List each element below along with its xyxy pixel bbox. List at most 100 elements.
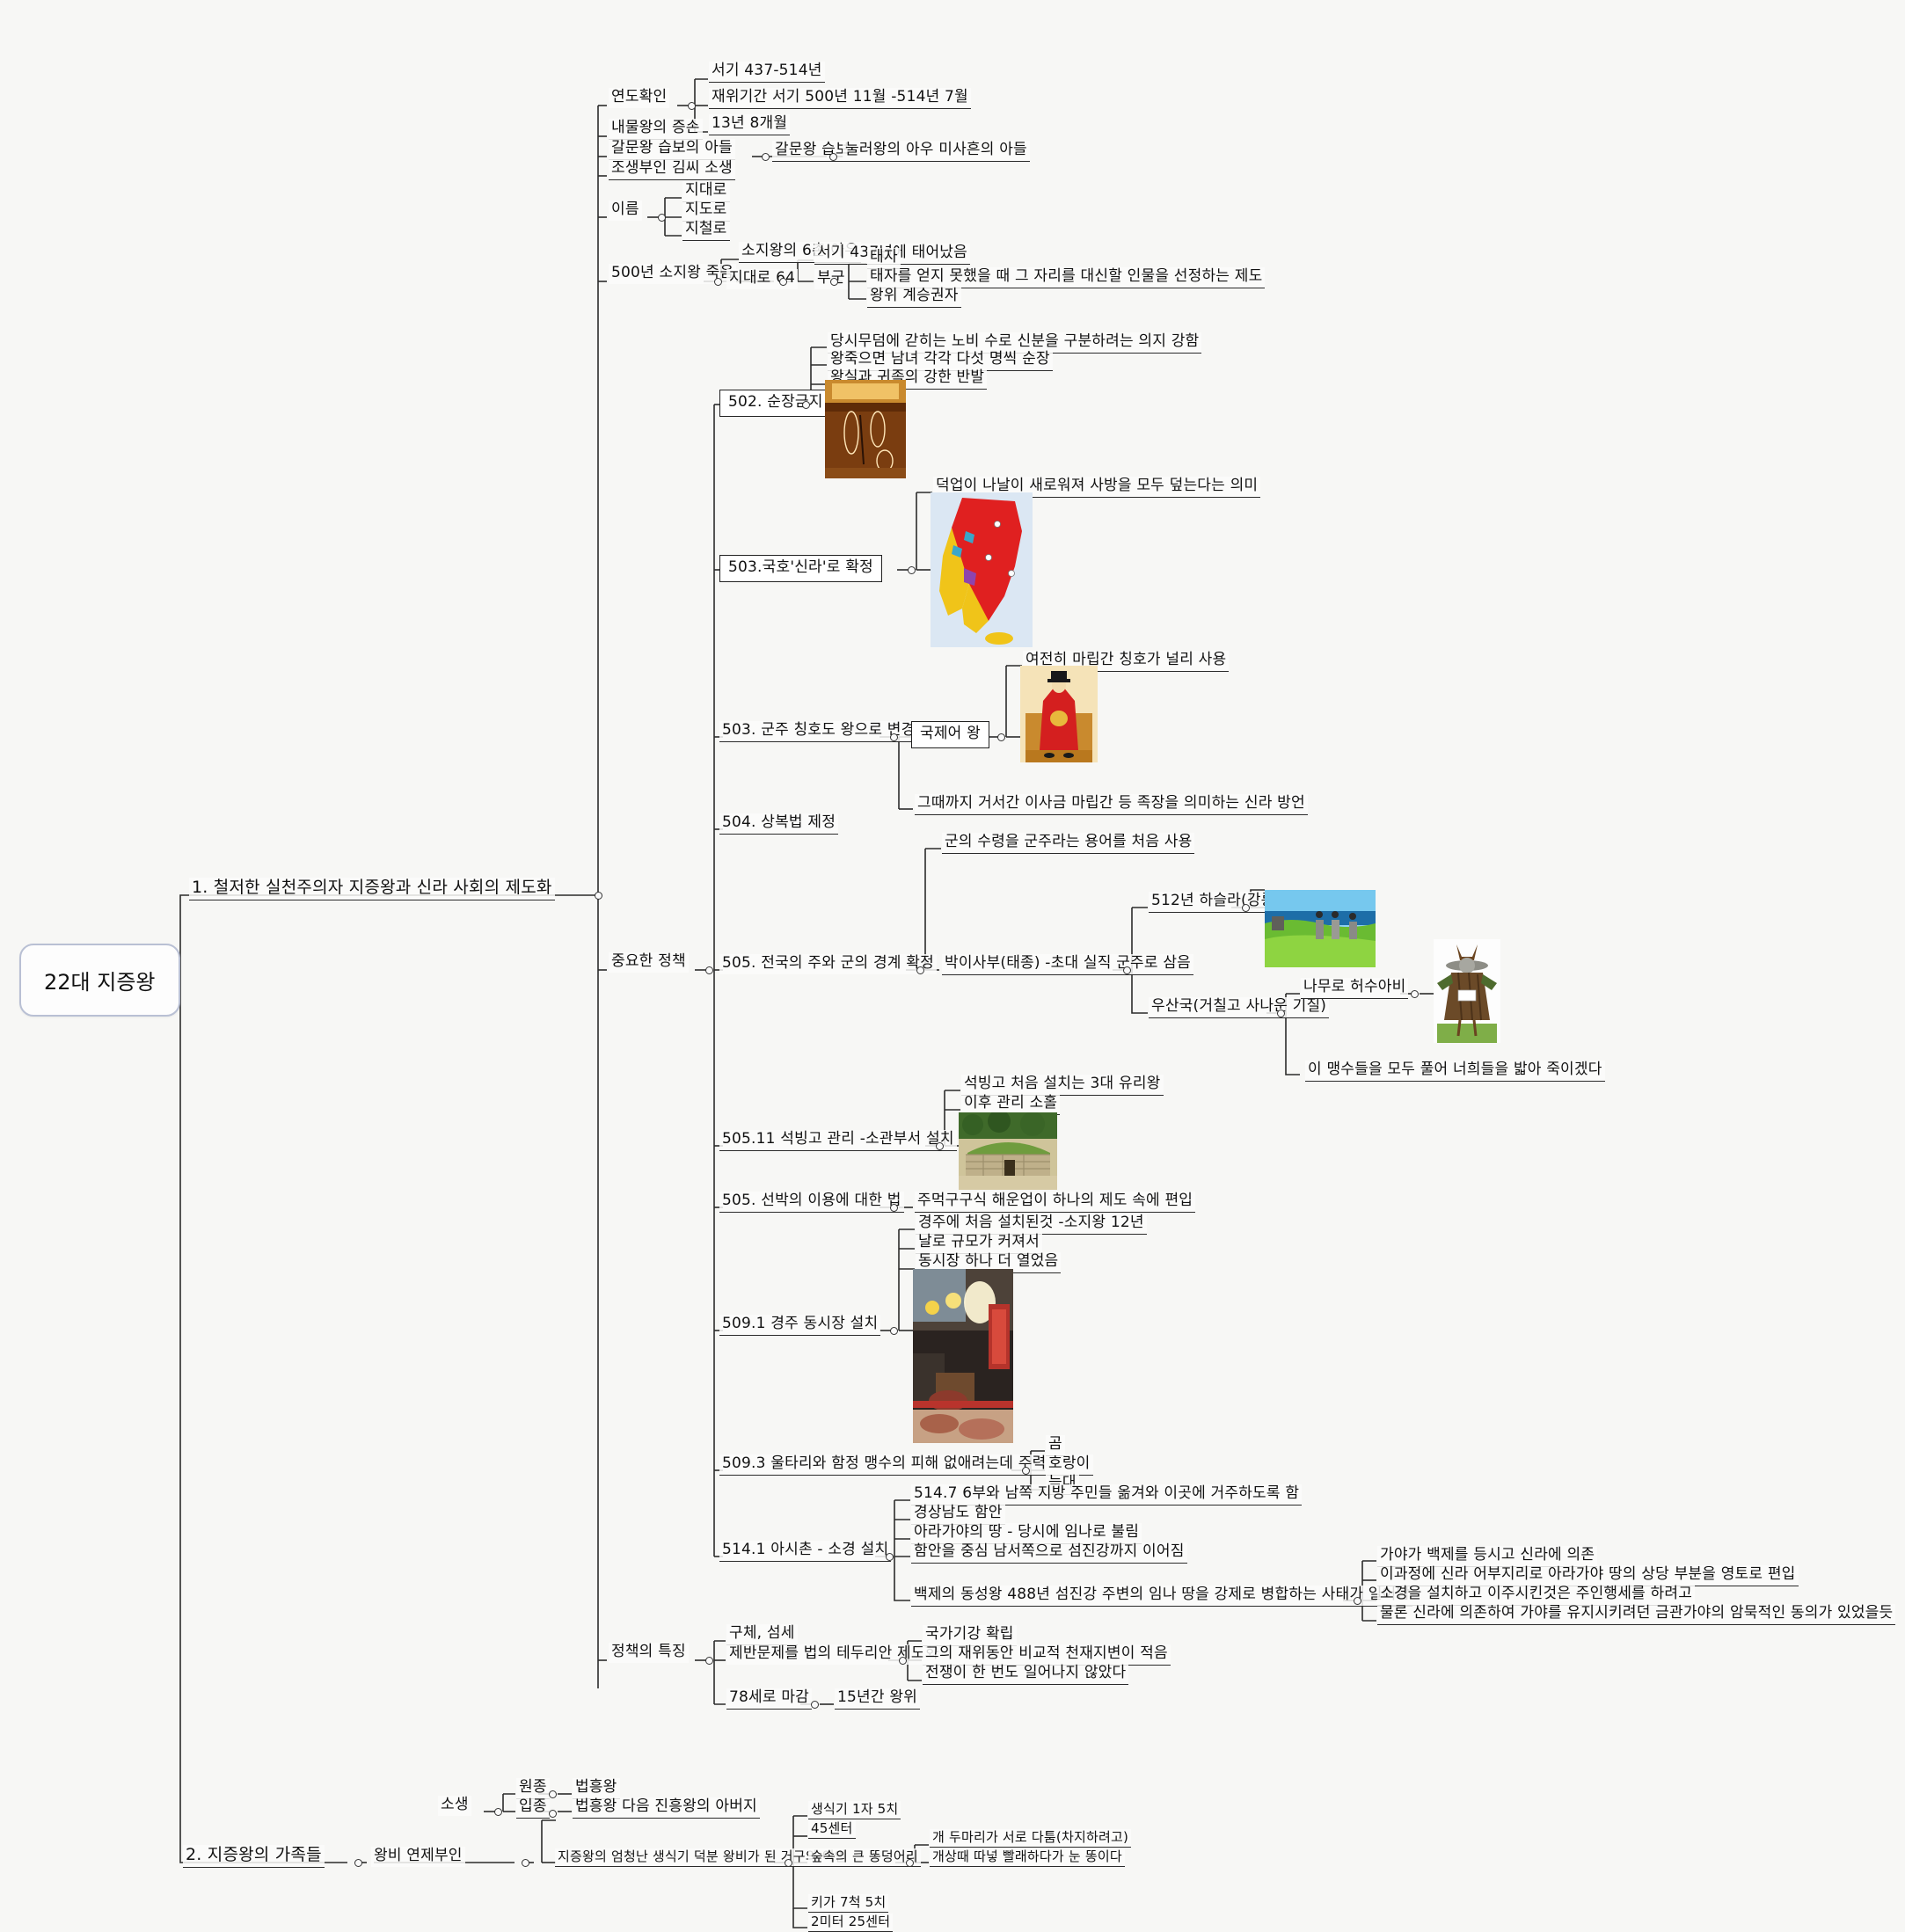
queen-detail-2-dot bbox=[906, 1859, 914, 1867]
node-queen[interactable]: 왕비 연제부인 bbox=[371, 1847, 465, 1867]
node-queen-story[interactable]: 지증왕의 엄청난 생식기 덕분 왕비가 된 거구의 여인 bbox=[555, 1848, 850, 1868]
node-beast-1[interactable]: 호랑이 bbox=[1046, 1454, 1093, 1476]
node-queen-detail-3[interactable]: 키가 7척 5치 bbox=[808, 1894, 889, 1914]
node-year-check[interactable]: 연도확인 bbox=[609, 88, 670, 108]
bugun-dot bbox=[830, 278, 838, 286]
node-gyeongju-market[interactable]: 509.1 경주 동시장 설치 bbox=[719, 1315, 881, 1336]
trait-sub-dot bbox=[899, 1657, 907, 1665]
node-gaya-note-2[interactable]: 소경을 설치하고 이주시킨것은 주인행세를 하려고 bbox=[1377, 1585, 1696, 1606]
node-lineage-1[interactable]: 갈문왕 습보의 아들 bbox=[609, 139, 735, 160]
node-isabu[interactable]: 박이사부(태종) -초대 실직 군주로 삼음 bbox=[942, 954, 1194, 975]
node-child-1-name[interactable]: 입종 bbox=[516, 1797, 550, 1819]
node-galmun-subo[interactable]: 갈문왕 습보 bbox=[772, 141, 852, 162]
node-beast-0[interactable]: 곰 bbox=[1046, 1435, 1065, 1456]
node-queen-detail-4[interactable]: 2미터 25센터 bbox=[808, 1914, 894, 1932]
node-queen-detail-2[interactable]: 숲속의 큰 똥덩어리 bbox=[808, 1848, 921, 1868]
year-check-dot bbox=[688, 102, 696, 110]
node-bugun-0[interactable]: 태자 bbox=[867, 248, 901, 269]
node-name-1[interactable]: 지도로 bbox=[682, 200, 730, 222]
node-icehouse-note-1[interactable]: 이후 관리 소홀 bbox=[961, 1094, 1061, 1115]
node-gaya-note-1[interactable]: 이과정에 신라 어부지리로 아라가야 땅의 상당 부분을 영토로 편입 bbox=[1377, 1565, 1799, 1586]
node-nulji-brother[interactable]: 눌러왕의 아우 미사흔의 아들 bbox=[843, 141, 1030, 162]
name-dot bbox=[658, 214, 666, 222]
node-important-policies[interactable]: 중요한 정책 bbox=[609, 952, 689, 973]
node-reign-years[interactable]: 15년간 왕위 bbox=[835, 1688, 920, 1710]
node-international-king[interactable]: 국제어 왕 bbox=[911, 721, 989, 748]
ship-law-dot bbox=[890, 1204, 898, 1212]
node-province-boundary[interactable]: 505. 전국의 주와 군의 경계 확정 bbox=[719, 954, 937, 974]
node-trait-sub-0[interactable]: 국가기강 확립 bbox=[923, 1625, 1017, 1646]
node-child-1-detail[interactable]: 법흥왕 다음 진흥왕의 아버지 bbox=[573, 1797, 760, 1819]
node-child-0-detail[interactable]: 법흥왕 bbox=[573, 1778, 620, 1799]
node-jidaero-64[interactable]: 지대로 64 bbox=[726, 269, 799, 289]
node-gunju-term[interactable]: 군의 수령을 군주라는 용어를 처음 사용 bbox=[942, 833, 1195, 854]
sunjang-dot bbox=[802, 401, 810, 409]
node-sunjang-ban[interactable]: 502. 순장금지 bbox=[719, 390, 832, 417]
node-name-2[interactable]: 지철로 bbox=[682, 220, 730, 241]
child-0-dot bbox=[549, 1790, 557, 1798]
node-dog-note-1[interactable]: 개상때 따넣 빨래하다가 눈 똥이다 bbox=[930, 1848, 1125, 1868]
node-silla-meaning[interactable]: 덕업이 나날이 새로워져 사방을 모두 덮는다는 의미 bbox=[933, 477, 1261, 498]
node-ship-law[interactable]: 505. 선박의 이용에 대한 법 bbox=[719, 1192, 904, 1213]
queen-dot bbox=[522, 1859, 529, 1867]
node-market-note-1[interactable]: 날로 규모가 커져서 bbox=[916, 1233, 1042, 1254]
policy-traits-dot bbox=[705, 1657, 713, 1665]
node-asichon-note-0[interactable]: 514.7 6부와 남쪽 지방 주민들 옮겨와 이곳에 거주하도록 함 bbox=[911, 1484, 1303, 1506]
node-bugun-1[interactable]: 태자를 얻지 못했을 때 그 자리를 대신할 인물을 선정하는 제도 bbox=[867, 267, 1266, 288]
node-icehouse-note-0[interactable]: 석빙고 처음 설치는 3대 유리왕 bbox=[961, 1075, 1164, 1096]
node-asichon-note-2[interactable]: 아라가야의 땅 - 당시에 임나로 불림 bbox=[911, 1523, 1142, 1544]
branch-1-label[interactable]: 1. 철저한 실천주의자 지증왕과 신라 사회의 제도화 bbox=[189, 878, 555, 900]
node-gaya-note-0[interactable]: 가야가 백제를 등시고 신라에 의존 bbox=[1377, 1546, 1598, 1567]
node-name-label[interactable]: 이름 bbox=[609, 200, 642, 221]
node-trait-sub-1[interactable]: 그의 재위동안 비교적 천재지변이 적음 bbox=[923, 1644, 1171, 1666]
king-portrait-image bbox=[1020, 666, 1098, 762]
node-icehouse-mgmt[interactable]: 505.11 석빙고 관리 -소관부서 설치 bbox=[719, 1130, 957, 1151]
node-ship-note[interactable]: 주먹구구식 해운업이 하나의 제도 속에 편입 bbox=[915, 1192, 1196, 1213]
node-queen-detail-0[interactable]: 생식기 1자 5치 bbox=[808, 1801, 901, 1820]
node-reign-period[interactable]: 재위기간 서기 500년 11월 -514년 7월 bbox=[709, 88, 971, 109]
node-reign-duration[interactable]: 13년 8개월 bbox=[709, 114, 791, 135]
baekje-dot bbox=[1354, 1597, 1361, 1605]
node-lineage-0[interactable]: 내물왕의 증손 bbox=[609, 119, 703, 140]
beasts-dot bbox=[1022, 1467, 1030, 1475]
node-asichon-note-1[interactable]: 경상남도 함안 bbox=[911, 1504, 1005, 1525]
node-sojiwang-death[interactable]: 500년 소지왕 죽음 bbox=[609, 264, 737, 284]
node-children-label[interactable]: 소생 bbox=[438, 1796, 471, 1816]
node-asichon[interactable]: 514.1 아시촌 - 소경 설치 bbox=[719, 1541, 892, 1562]
node-name-0[interactable]: 지대로 bbox=[682, 181, 730, 202]
branch-2-label[interactable]: 2. 지증왕의 가족들 bbox=[183, 1845, 325, 1868]
node-bugun-2[interactable]: 왕위 계승권자 bbox=[867, 287, 961, 308]
node-market-note-0[interactable]: 경주에 처음 설치된것 -소지왕 12년 bbox=[916, 1214, 1147, 1235]
scarecrow-dot bbox=[1411, 990, 1419, 998]
node-asichon-note-3[interactable]: 함안을 중심 남서쪽으로 섬진강까지 이어짐 bbox=[911, 1542, 1187, 1564]
node-lineage-2[interactable]: 조생부인 김씨 소생 bbox=[609, 159, 735, 180]
node-gaya-note-3[interactable]: 물론 신라에 의존하여 가야를 유지시키려던 금관가야의 암묵적인 동의가 있었… bbox=[1377, 1604, 1896, 1625]
seokbinggo-icehouse-photo bbox=[959, 1112, 1057, 1190]
node-dog-note-0[interactable]: 개 두마리가 서로 다툼(차지하려고) bbox=[930, 1829, 1132, 1848]
node-mourning-law[interactable]: 504. 상복법 제정 bbox=[719, 813, 839, 835]
node-trait-1[interactable]: 제반문제를 법의 테두리안 제도화 bbox=[726, 1644, 942, 1665]
node-beast-threat[interactable]: 이 맹수들을 모두 풀어 너희들을 밟아 죽이겠다 bbox=[1305, 1061, 1605, 1082]
node-old-titles-dialect[interactable]: 그때까지 거서간 이사금 마립간 등 족장을 의미하는 신라 방언 bbox=[915, 794, 1308, 815]
node-beast-defense[interactable]: 509.3 울타리와 함정 맹수의 피해 없애려는데 주력 bbox=[719, 1454, 1049, 1476]
node-trait-0[interactable]: 구체, 섬세 bbox=[726, 1624, 798, 1645]
node-queen-detail-1[interactable]: 45센터 bbox=[808, 1820, 856, 1840]
node-death-age[interactable]: 78세로 마감 bbox=[726, 1688, 812, 1710]
jidaero-dot bbox=[779, 278, 787, 286]
node-policy-traits[interactable]: 정책의 특징 bbox=[609, 1643, 689, 1663]
policies-dot bbox=[705, 966, 713, 974]
node-silla-name[interactable]: 503.국호'신라'로 확정 bbox=[719, 555, 882, 582]
node-wooden-scarecrow[interactable]: 나무로 허수아비 bbox=[1301, 978, 1409, 999]
node-usanguk[interactable]: 우산국(거칠고 사나운 기질) bbox=[1149, 997, 1330, 1018]
node-king-title-change[interactable]: 503. 군주 칭호도 왕으로 변경 bbox=[719, 721, 918, 742]
sojiwang-dot bbox=[714, 278, 722, 286]
market-dot bbox=[890, 1327, 898, 1335]
child-1-dot bbox=[549, 1810, 557, 1818]
node-baekje-annex[interactable]: 백제의 동성왕 488년 섬진강 주변의 임나 땅을 강제로 병합하는 사태가 … bbox=[911, 1586, 1413, 1607]
node-child-0-name[interactable]: 원종 bbox=[516, 1778, 550, 1799]
root-node[interactable]: 22대 지증왕 bbox=[19, 944, 180, 1017]
silla-dot bbox=[908, 566, 916, 574]
node-trait-sub-2[interactable]: 전쟁이 한 번도 일어나지 않았다 bbox=[923, 1664, 1129, 1685]
node-sunjang-note-1[interactable]: 왕죽으면 남녀 각각 다섯 명씩 순장 bbox=[828, 350, 1053, 371]
node-year-range[interactable]: 서기 437-514년 bbox=[709, 62, 825, 83]
